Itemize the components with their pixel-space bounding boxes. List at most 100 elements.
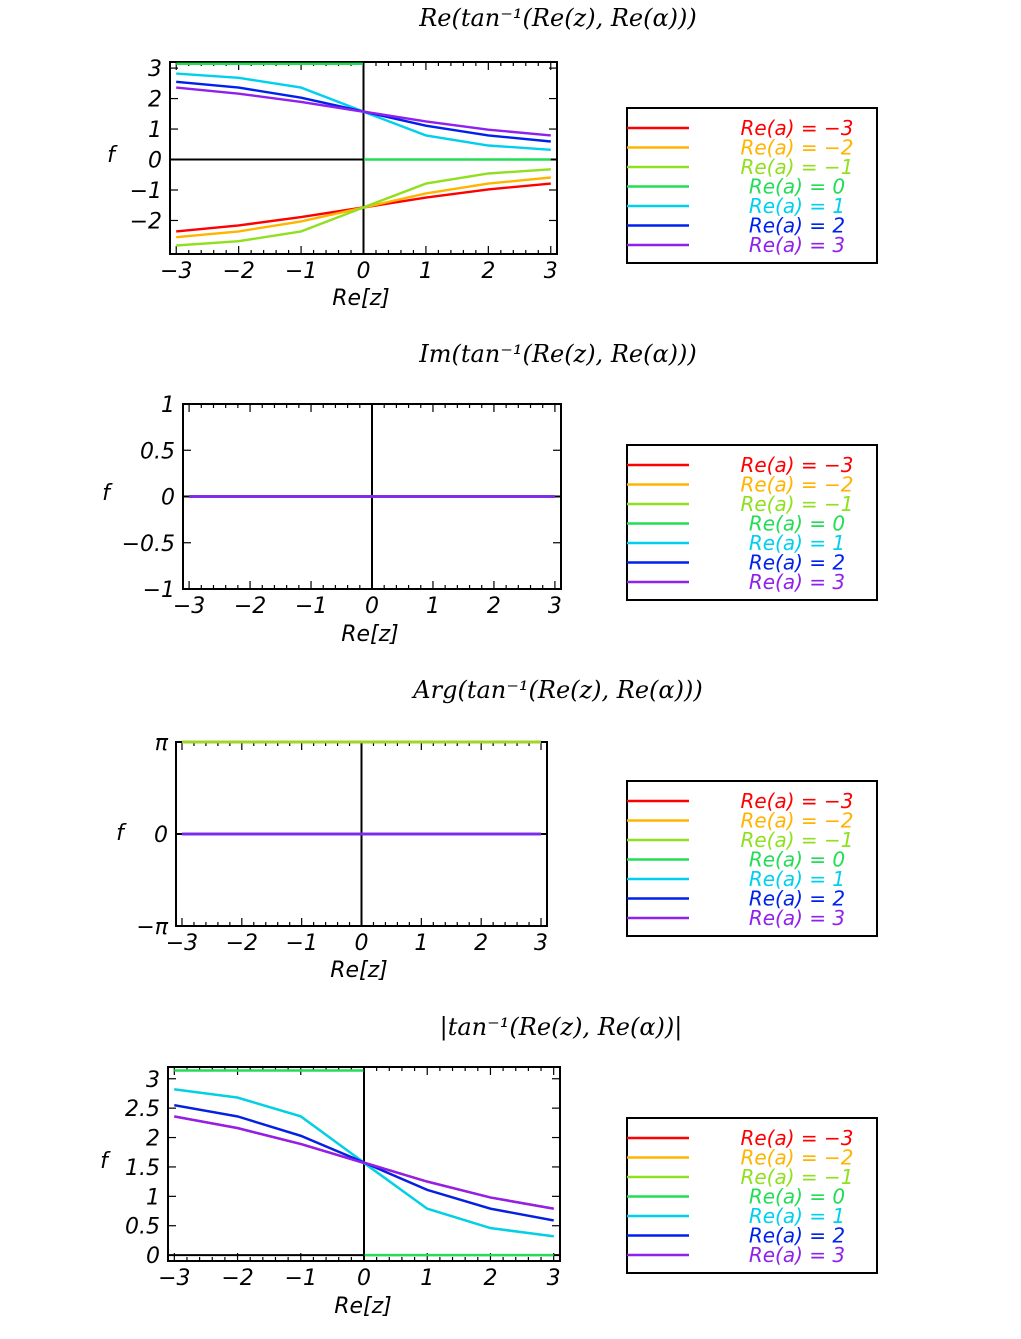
legend-label: Re(a) = 3 — [749, 233, 845, 257]
chart-panel-re: Re(tan⁻¹(Re(z), Re(α))) −3 −2 −1 0 1 2 3 −2 −1 0 1… — [107, 4, 878, 311]
y-tick-label: −1 — [143, 578, 175, 603]
x-tick-label: −3 — [160, 259, 192, 284]
legend-label: Re(a) = 3 — [749, 1243, 845, 1267]
y-tick-label: −0.5 — [122, 532, 175, 557]
legend-label: Re(a) = −2 — [740, 136, 853, 160]
y-tick-label: π — [155, 731, 169, 756]
x-tick-label: 0 — [357, 1266, 371, 1291]
x-tick-label: 0 — [365, 594, 379, 619]
y-tick-label: 2.5 — [125, 1097, 160, 1122]
y-tick-label: 1.5 — [125, 1156, 160, 1181]
legend-label: Re(a) = −1 — [740, 1165, 853, 1189]
x-tick-label: −1 — [285, 1266, 317, 1291]
legend-label: Re(a) = −2 — [740, 809, 853, 833]
legend-label: Re(a) = −3 — [740, 1126, 853, 1150]
x-axis-label: Re[z] — [341, 622, 399, 647]
legend-label: Re(a) = 0 — [749, 1185, 845, 1209]
y-tick-label: 2 — [146, 1127, 160, 1152]
legend-label: Re(a) = 0 — [749, 175, 845, 199]
legend-abs: Re(a) = −3Re(a) = −2Re(a) = −1Re(a) = 0R… — [626, 1117, 878, 1274]
legend-label: Re(a) = −2 — [740, 1146, 853, 1170]
x-tick-label: 2 — [483, 1266, 497, 1291]
x-tick-label: 1 — [420, 1266, 434, 1291]
legend-label: Re(a) = 1 — [749, 194, 845, 218]
x-tick-label: −1 — [285, 931, 317, 956]
x-tick-label: 3 — [534, 931, 548, 956]
y-tick-label: −2 — [130, 209, 162, 234]
y-tick-label: 0.5 — [125, 1215, 160, 1240]
x-tick-label: 1 — [426, 594, 440, 619]
legend-label: Re(a) = 3 — [749, 906, 845, 930]
x-tick-label: −2 — [221, 1266, 253, 1291]
legend-label: Re(a) = −3 — [740, 453, 853, 477]
x-axis-label: Re[z] — [334, 1294, 392, 1319]
legend-label: Re(a) = 1 — [749, 531, 845, 555]
y-tick-label: 2 — [148, 88, 162, 113]
x-axis-label: Re[z] — [332, 286, 390, 311]
series-line — [176, 86, 551, 137]
x-tick-label: −2 — [226, 931, 258, 956]
legend-label: Re(a) = 1 — [749, 1204, 845, 1228]
x-tick-label: 3 — [548, 594, 562, 619]
chart-title: |tan⁻¹(Re(z), Re(α))| — [440, 1013, 683, 1042]
x-tick-label: −2 — [222, 259, 254, 284]
x-tick-label: −3 — [166, 931, 198, 956]
x-tick-label: 3 — [547, 1266, 561, 1291]
series-line — [176, 168, 551, 247]
x-tick-label: 2 — [481, 259, 495, 284]
plot-area-im: −3 −2 −1 0 1 2 3 −1 −0.5 0 0.5 1 — [122, 393, 562, 619]
x-tick-label: −2 — [234, 594, 266, 619]
y-tick-label: 0.5 — [140, 439, 175, 464]
legend-label: Re(a) = −2 — [740, 473, 853, 497]
legend-label: Re(a) = −1 — [740, 828, 853, 852]
chart-panel-abs: |tan⁻¹(Re(z), Re(α))| −3 −2 −1 0 1 2 3 0 0.5 1 1.5… — [100, 1013, 878, 1319]
chart-title: Im(tan⁻¹(Re(z), Re(α))) — [418, 340, 697, 368]
legend-label: Re(a) = 2 — [749, 214, 845, 238]
series-line — [174, 1115, 554, 1210]
y-axis-label: f — [116, 821, 127, 846]
legend-label: Re(a) = 3 — [749, 570, 845, 594]
y-axis-label: f — [102, 481, 113, 506]
y-tick-label: 1 — [146, 1185, 160, 1210]
y-tick-label: 1 — [148, 118, 162, 143]
y-tick-label: 0 — [146, 1244, 160, 1269]
x-tick-label: 1 — [419, 259, 433, 284]
plot-area-arg: −3 −2 −1 0 1 2 3 −π 0 π — [136, 731, 548, 956]
y-tick-label: 0 — [161, 486, 175, 511]
legend-label: Re(a) = 2 — [749, 551, 845, 575]
x-tick-label: 3 — [544, 259, 558, 284]
legend-label: Re(a) = −1 — [740, 155, 853, 179]
legend-arg: Re(a) = −3Re(a) = −2Re(a) = −1Re(a) = 0 R… — [626, 780, 878, 937]
plot-area-abs: −3 −2 −1 0 1 2 3 0 0.5 1 1.5 2 2.5 3 — [125, 1066, 561, 1291]
x-tick-label: 0 — [357, 259, 371, 284]
x-tick-label: −1 — [285, 259, 317, 284]
y-axis-label: f — [100, 1149, 111, 1174]
x-tick-label: 2 — [474, 931, 488, 956]
x-tick-label: 2 — [487, 594, 501, 619]
y-tick-label: −π — [136, 915, 168, 940]
y-tick-label: 1 — [161, 393, 175, 418]
x-tick-label: −1 — [295, 594, 327, 619]
chart-panel-im: Im(tan⁻¹(Re(z), Re(α))) −3 −2 −1 0 1 2 3 −1 −0.5… — [102, 340, 878, 647]
x-tick-label: −3 — [173, 594, 205, 619]
x-axis-label: Re[z] — [330, 958, 388, 983]
series-line — [174, 1069, 554, 1257]
legend-label: Re(a) = −1 — [740, 492, 853, 516]
y-tick-label: 0 — [148, 149, 162, 174]
legend-label: Re(a) = 0 — [749, 848, 845, 872]
legend-label: Re(a) = 2 — [749, 887, 845, 911]
x-tick-label: 1 — [414, 931, 428, 956]
y-tick-label: −1 — [130, 179, 162, 204]
x-tick-label: −3 — [158, 1266, 190, 1291]
legend-label: Re(a) = −3 — [740, 789, 853, 813]
series-line — [176, 62, 551, 161]
x-tick-label: 0 — [355, 931, 369, 956]
chart-title: Re(tan⁻¹(Re(z), Re(α))) — [418, 4, 697, 32]
legend-label: Re(a) = 0 — [749, 512, 845, 536]
y-tick-label: 3 — [148, 57, 162, 82]
legend-im: Re(a) = −3Re(a) = −2Re(a) = −1Re(a) = 0R… — [626, 444, 878, 601]
legend-label: Re(a) = 2 — [749, 1224, 845, 1248]
y-tick-label: 0 — [154, 823, 168, 848]
legend-re: Re(a) = −3Re(a) = −2Re(a) = −1Re(a) = 0R… — [626, 107, 878, 264]
